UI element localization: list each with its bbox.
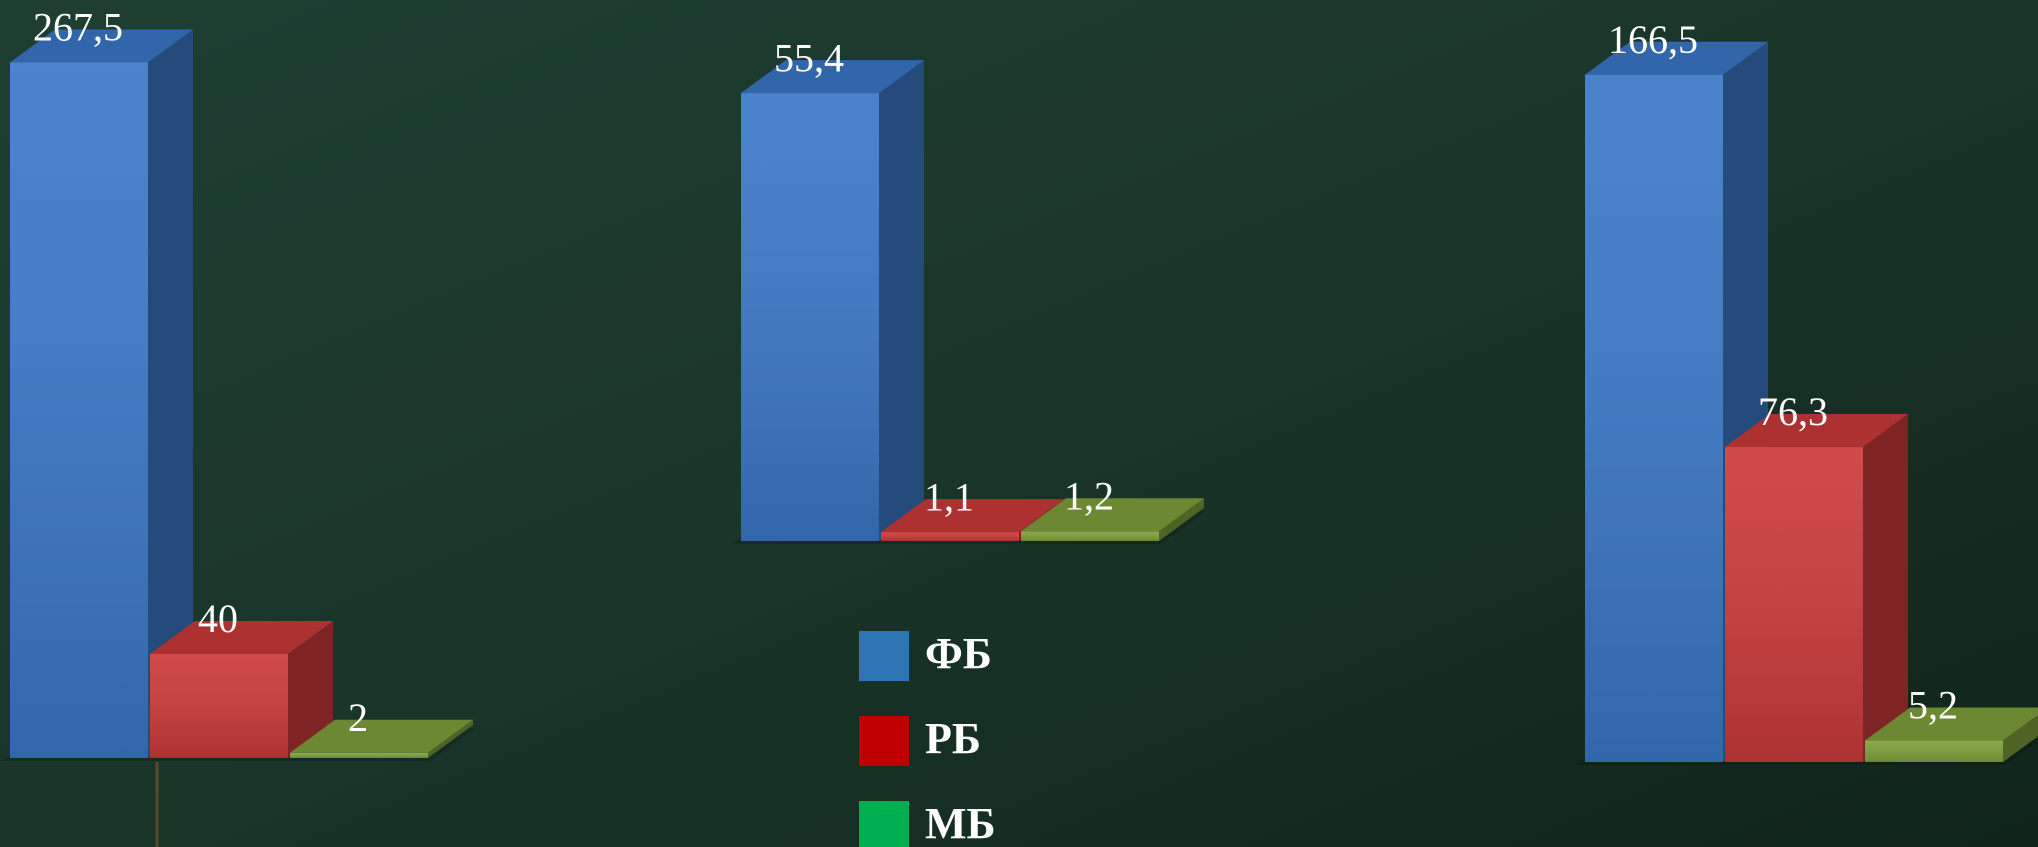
bar-top (10, 29, 193, 63)
value-label: 76,3 (1758, 389, 1828, 434)
bar-side (879, 60, 924, 541)
bar-top (881, 499, 1064, 533)
legend-swatch (859, 716, 909, 766)
bar-top (741, 60, 924, 94)
bar-shade (1021, 531, 1159, 541)
legend-swatch (859, 801, 909, 847)
bar-top (1865, 707, 2038, 741)
bar-side (1863, 414, 1908, 762)
value-label: 166,5 (1608, 17, 1698, 62)
bar-shade (741, 93, 879, 541)
value-label: 40 (198, 596, 238, 641)
value-label: 1,2 (1064, 473, 1114, 518)
bar-top (1725, 414, 1908, 448)
bar-shade (290, 752, 428, 758)
value-label: 5,2 (1908, 683, 1958, 728)
legend-label: ФБ (925, 629, 992, 678)
legend-swatch (859, 631, 909, 681)
legend-label: МБ (925, 799, 996, 847)
value-label: 1,1 (924, 474, 974, 519)
bar-top (290, 719, 473, 753)
bar-shade (1725, 447, 1863, 762)
value-label: 55,4 (774, 35, 844, 80)
bar-shade (150, 654, 288, 758)
bar-shade (1865, 740, 2003, 762)
value-label: 2 (348, 695, 368, 740)
bar-side (2003, 714, 2038, 762)
bar-side (148, 29, 193, 758)
legend-label: РБ (925, 714, 981, 763)
bar-side (1159, 498, 1204, 541)
bar-top (150, 621, 333, 654)
value-label: 267,5 (33, 5, 123, 50)
bar-top (1585, 41, 1768, 75)
bar-top (1021, 498, 1204, 532)
bar-shade (881, 532, 1019, 541)
bar-shade (10, 62, 148, 758)
bar-side (288, 621, 333, 758)
bar-side (428, 719, 473, 758)
bar-shade (1585, 74, 1723, 763)
